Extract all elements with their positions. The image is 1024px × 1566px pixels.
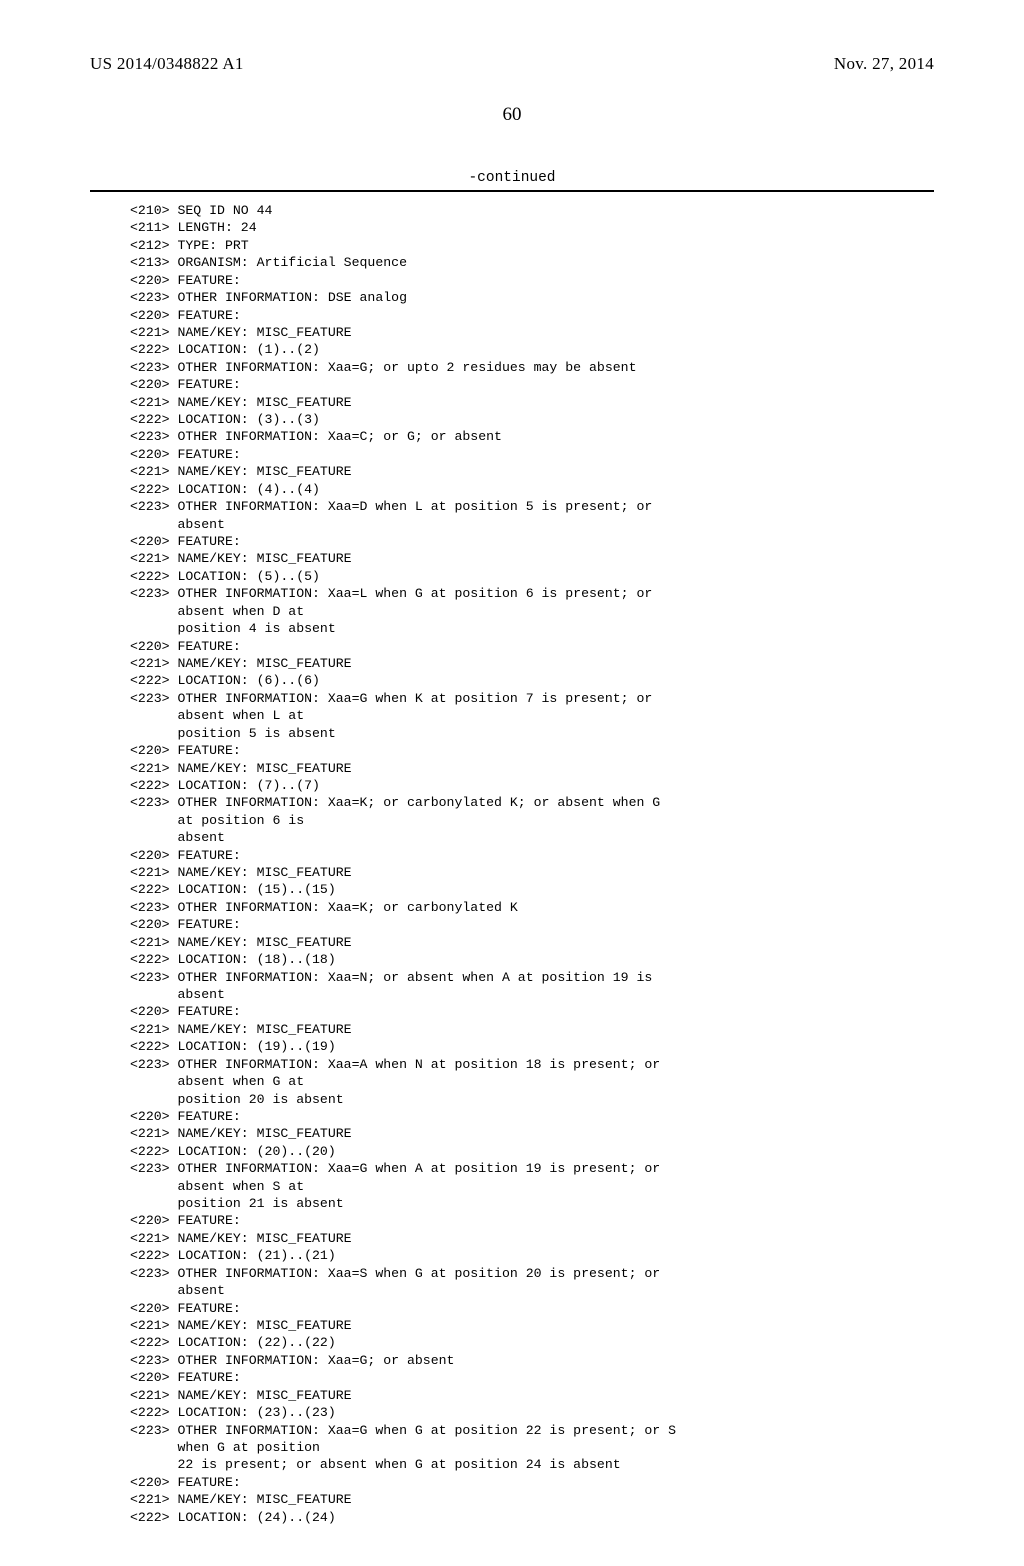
horizontal-rule xyxy=(90,190,934,192)
page: US 2014/0348822 A1 Nov. 27, 2014 60 -con… xyxy=(0,0,1024,1566)
page-number: 60 xyxy=(90,104,934,126)
publication-date: Nov. 27, 2014 xyxy=(834,54,934,74)
page-header: US 2014/0348822 A1 Nov. 27, 2014 xyxy=(90,54,934,74)
publication-number: US 2014/0348822 A1 xyxy=(90,54,244,74)
continued-label: -continued xyxy=(90,170,934,186)
sequence-listing: <210> SEQ ID NO 44 <211> LENGTH: 24 <212… xyxy=(130,202,934,1526)
